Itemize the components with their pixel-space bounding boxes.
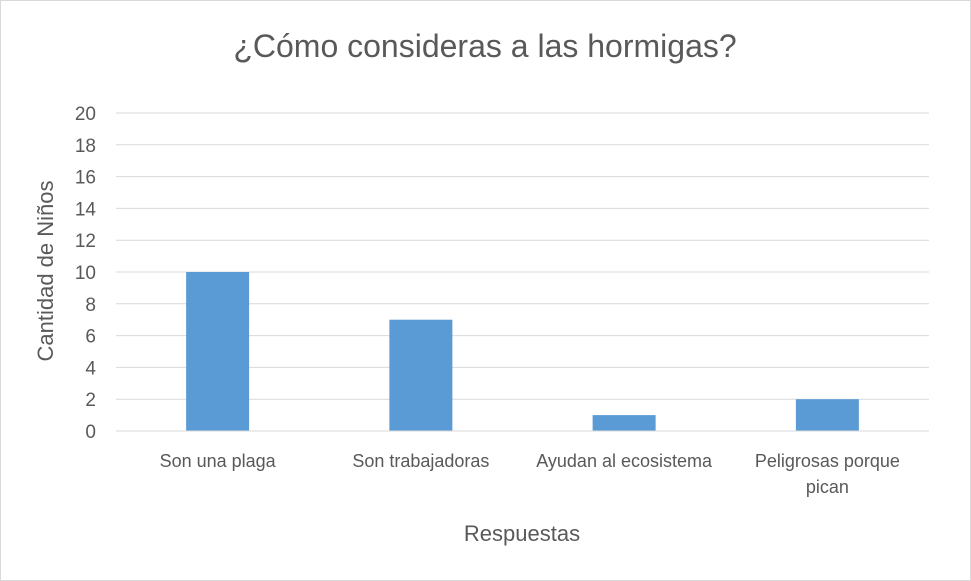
- y-tick-label: 2: [85, 390, 96, 411]
- y-axis-ticks: 0 2 4 6 8 10 12 14 16 18 20: [75, 104, 97, 443]
- y-tick-label: 12: [75, 231, 96, 252]
- x-tick-label: Son una plaga: [160, 451, 277, 471]
- x-tick-label: Son trabajadoras: [352, 451, 489, 471]
- gridlines: [116, 112, 929, 400]
- x-axis-ticks: Son una plaga Son trabajadoras Ayudan al e…: [160, 451, 900, 497]
- bar: [186, 272, 250, 431]
- bar: [592, 415, 656, 431]
- y-axis-title: Cantidad de Niños: [33, 180, 58, 361]
- bar: [795, 399, 859, 431]
- y-tick-label: 16: [75, 168, 96, 189]
- y-tick-label: 8: [85, 295, 96, 316]
- y-tick-label: 6: [85, 327, 96, 348]
- chart-title: ¿Cómo consideras a las hormigas?: [233, 28, 736, 64]
- x-tick-label: Ayudan al ecosistema: [536, 451, 713, 471]
- y-tick-label: 0: [85, 422, 96, 443]
- y-tick-label: 4: [85, 358, 96, 379]
- bar: [389, 319, 453, 431]
- x-axis-title: Respuestas: [464, 521, 580, 546]
- bars: [186, 272, 859, 431]
- y-tick-label: 20: [75, 104, 96, 125]
- y-tick-label: 18: [75, 136, 96, 157]
- y-tick-label: 10: [75, 263, 96, 284]
- y-tick-label: 14: [75, 199, 97, 220]
- x-tick-label: Peligrosas porque pican: [755, 451, 900, 497]
